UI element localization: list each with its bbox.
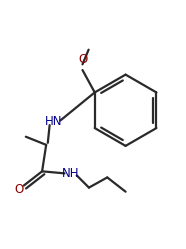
- Text: O: O: [14, 183, 23, 196]
- Text: NH: NH: [62, 167, 79, 180]
- Text: HN: HN: [45, 115, 62, 128]
- Text: O: O: [78, 53, 87, 66]
